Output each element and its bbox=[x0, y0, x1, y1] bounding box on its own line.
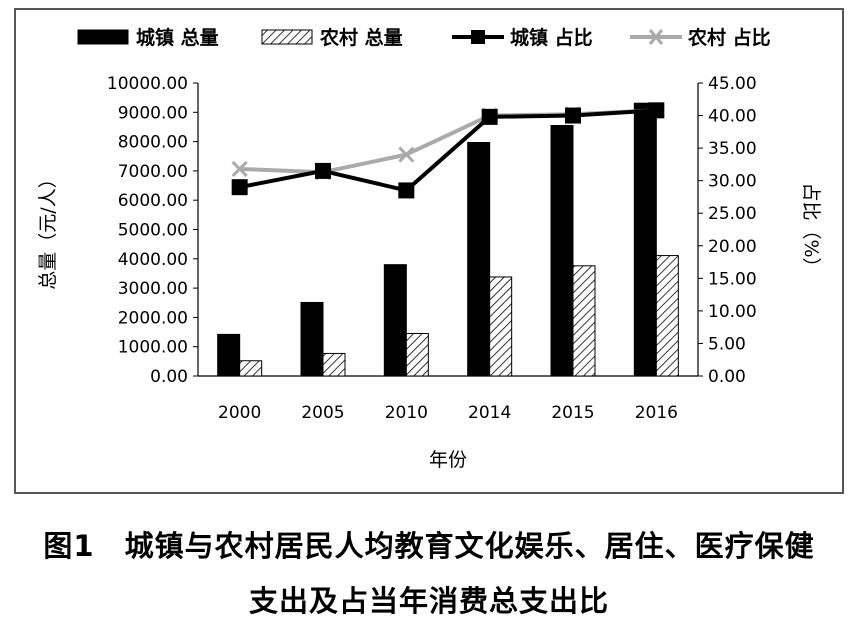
right-tick-label: 20.00 bbox=[708, 237, 757, 257]
left-tick-label: 0.00 bbox=[150, 367, 188, 387]
rural-share-line bbox=[239, 108, 657, 175]
right-tick-label: 35.00 bbox=[708, 139, 757, 159]
urban-total-bar bbox=[467, 141, 491, 377]
right-tick-label: 45.00 bbox=[708, 74, 757, 94]
rural-share-marker bbox=[231, 160, 248, 178]
left-tick-label: 10000.00 bbox=[107, 74, 188, 94]
right-axis-title: 占比（%） bbox=[800, 182, 822, 276]
x-axis-title: 年份 bbox=[429, 449, 467, 471]
urban-total-bar bbox=[633, 102, 657, 377]
urban-share-marker bbox=[315, 162, 331, 179]
left-tick-label: 4000.00 bbox=[118, 250, 188, 270]
legend-item-2-label: 城镇 占比 bbox=[510, 26, 593, 49]
figure-caption-line-2: 支出及占当年消费总支出比 bbox=[248, 584, 609, 618]
legend-item-3-swatch-marker bbox=[648, 29, 664, 45]
rural-total-bar bbox=[405, 333, 429, 377]
urban-total-bar bbox=[217, 333, 241, 377]
left-axis-title: 总量（元/人） bbox=[37, 169, 59, 289]
left-tick-label: 8000.00 bbox=[118, 133, 188, 153]
left-tick-label: 6000.00 bbox=[118, 191, 188, 211]
right-tick-label: 15.00 bbox=[708, 269, 757, 289]
legend-item-0-label: 城镇 总量 bbox=[136, 26, 219, 49]
rural-total-bar bbox=[655, 255, 679, 377]
combo-chart: 0.00 1000.00 2000.00 3000.00 4000.00 5000.00 6… bbox=[37, 26, 822, 471]
x-tick-label: 2015 bbox=[551, 403, 594, 423]
x-tick-label: 2000 bbox=[218, 403, 261, 423]
figure-caption-line-1: 图1 城镇与农村居民人均教育文化娱乐、居住、医疗保健 bbox=[43, 529, 815, 563]
urban-total-bar bbox=[300, 301, 324, 377]
urban-share-marker bbox=[648, 102, 665, 119]
left-tick-label: 2000.00 bbox=[118, 308, 188, 328]
right-tick-label: 5.00 bbox=[708, 334, 746, 354]
right-tick-label: 40.00 bbox=[708, 107, 757, 127]
left-tick-label: 1000.00 bbox=[118, 338, 188, 358]
rural-total-bar bbox=[489, 276, 513, 377]
urban-share-marker bbox=[398, 182, 415, 199]
left-tick-label: 9000.00 bbox=[118, 103, 188, 123]
rural-total-bar bbox=[322, 352, 346, 377]
legend-item-3-label: 农村 占比 bbox=[687, 26, 771, 49]
urban-share-marker bbox=[565, 107, 581, 124]
urban-share-line bbox=[239, 108, 657, 193]
rural-total-bar bbox=[572, 265, 596, 377]
chart-frame bbox=[14, 8, 844, 494]
right-tick-label: 0.00 bbox=[708, 367, 746, 387]
rural-total-bar bbox=[239, 360, 263, 377]
x-tick-label: 2014 bbox=[468, 403, 511, 423]
right-tick-label: 10.00 bbox=[708, 302, 757, 322]
urban-total-bar bbox=[383, 264, 407, 377]
urban-share-marker bbox=[231, 179, 248, 196]
left-tick-label: 3000.00 bbox=[118, 279, 188, 299]
right-tick-label: 25.00 bbox=[708, 204, 757, 224]
x-tick-label: 2016 bbox=[635, 403, 678, 423]
right-tick-label: 30.00 bbox=[708, 172, 757, 192]
legend-item-0-swatch bbox=[77, 29, 129, 45]
urban-total-bar bbox=[550, 124, 574, 377]
x-tick-label: 2005 bbox=[301, 403, 344, 423]
left-tick-label: 5000.00 bbox=[118, 221, 188, 241]
legend-item-1-label: 农村 总量 bbox=[319, 26, 403, 49]
x-tick-label: 2010 bbox=[385, 403, 428, 423]
urban-share-marker bbox=[481, 108, 498, 125]
legend-item-2-swatch-marker bbox=[471, 30, 485, 44]
rural-share-marker bbox=[398, 146, 415, 163]
legend-item-1-swatch bbox=[261, 29, 313, 45]
left-tick-label: 7000.00 bbox=[118, 162, 188, 182]
